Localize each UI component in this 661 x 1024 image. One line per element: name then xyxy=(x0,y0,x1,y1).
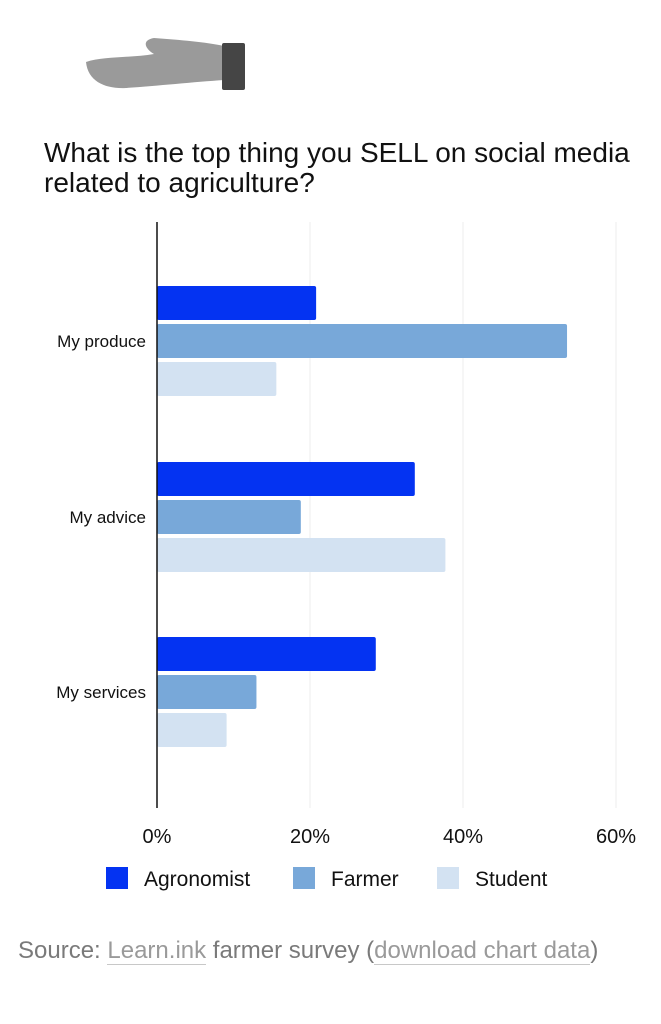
bar xyxy=(157,675,257,709)
bar xyxy=(157,637,376,671)
x-tick-label: 20% xyxy=(290,826,330,848)
chart-title: What is the top thing you SELL on social… xyxy=(44,137,630,198)
bar xyxy=(157,462,415,496)
legend-swatch xyxy=(437,867,459,889)
learn-ink-link[interactable]: Learn.ink xyxy=(107,937,207,965)
x-tick-label: 40% xyxy=(443,826,483,848)
bar xyxy=(157,500,301,534)
source-prefix: Source: xyxy=(18,937,108,964)
bar xyxy=(157,362,277,396)
hand-icon xyxy=(86,38,245,90)
legend-label: Farmer xyxy=(331,868,399,891)
bar xyxy=(157,538,446,572)
legend-swatch xyxy=(106,867,128,889)
download-chart-data-link[interactable]: download chart data xyxy=(374,937,591,965)
source-note: Source: Learn.ink farmer survey (downloa… xyxy=(18,933,648,969)
bar-chart: 0% 20% 40% 60% My produce My advice My service… xyxy=(56,222,636,891)
source-suffix: ) xyxy=(590,937,599,964)
category-label: My services xyxy=(56,683,146,702)
category-label: My advice xyxy=(69,508,146,527)
category-label: My produce xyxy=(57,332,146,351)
bar xyxy=(157,713,227,747)
legend-swatch xyxy=(293,867,315,889)
legend-label: Student xyxy=(475,868,548,891)
legend-label: Agronomist xyxy=(144,868,250,891)
x-tick-label: 60% xyxy=(596,826,636,848)
bar xyxy=(157,324,568,358)
source-middle: farmer survey ( xyxy=(206,937,375,964)
x-tick-label: 0% xyxy=(143,826,172,848)
bar xyxy=(157,286,317,320)
